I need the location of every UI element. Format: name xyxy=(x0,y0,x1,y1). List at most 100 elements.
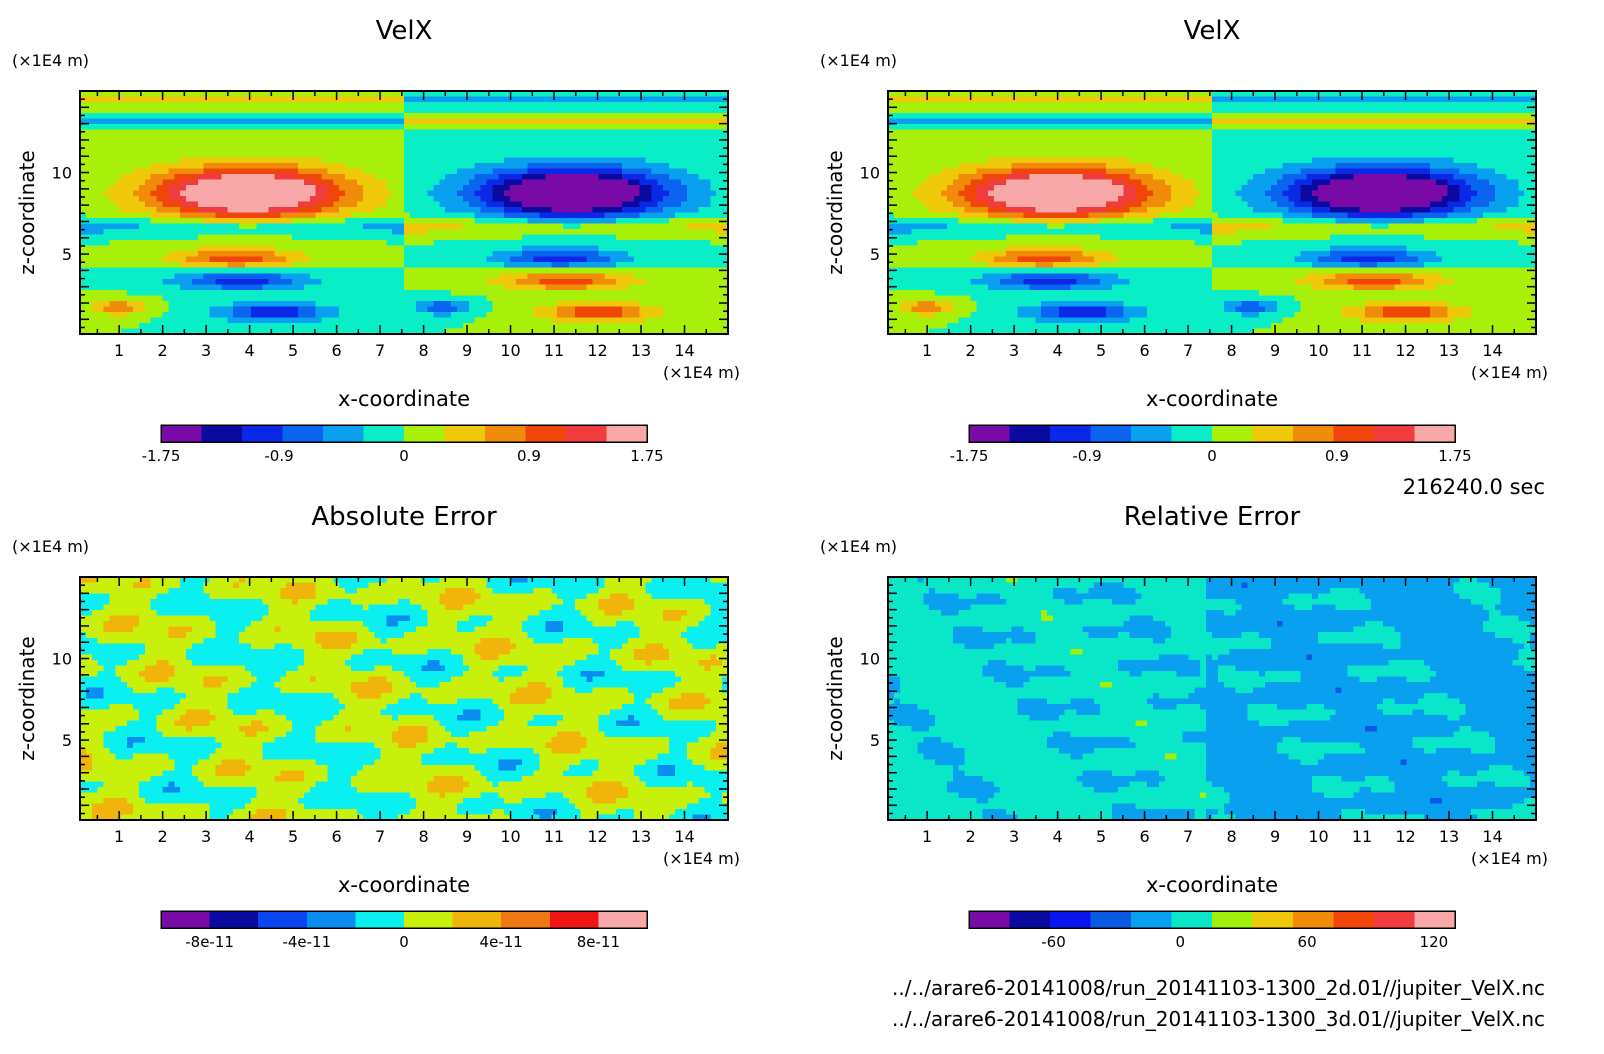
heatmap-cell xyxy=(492,273,498,279)
heatmap-cell xyxy=(186,290,192,296)
heatmap-cell xyxy=(581,185,587,191)
heatmap-cell xyxy=(215,190,221,196)
heatmap-cell xyxy=(469,152,475,158)
heatmap-cell xyxy=(693,179,699,185)
heatmap-cell xyxy=(92,262,98,268)
heatmap-cell xyxy=(716,157,722,163)
y-tick-label: 5 xyxy=(62,245,72,264)
heatmap-cell xyxy=(286,229,292,235)
heatmap-cell xyxy=(239,201,245,207)
heatmap-cell xyxy=(357,168,363,174)
heatmap-cell xyxy=(239,235,245,241)
heatmap-cell xyxy=(510,141,516,147)
heatmap-cell xyxy=(310,262,316,268)
heatmap-cell xyxy=(451,190,457,196)
heatmap-cell xyxy=(481,317,487,323)
heatmap-cell xyxy=(710,317,716,323)
heatmap-cell xyxy=(622,306,628,312)
heatmap-cell xyxy=(351,301,357,307)
heatmap-cell xyxy=(263,157,269,163)
heatmap-cell xyxy=(221,284,227,290)
heatmap-cell xyxy=(98,135,104,141)
heatmap-cell xyxy=(551,113,557,119)
heatmap-cell xyxy=(221,102,227,108)
heatmap-cell xyxy=(593,119,599,125)
heatmap-cell xyxy=(192,113,198,119)
heatmap-cell xyxy=(375,251,381,257)
heatmap-cell xyxy=(628,290,634,296)
heatmap-cell xyxy=(475,284,481,290)
heatmap-cell xyxy=(534,317,540,323)
heatmap-cell xyxy=(469,119,475,125)
heatmap-cell xyxy=(640,135,646,141)
heatmap-cell xyxy=(557,141,563,147)
heatmap-cell xyxy=(598,323,604,329)
heatmap-cell xyxy=(492,97,498,103)
heatmap-cell xyxy=(416,135,422,141)
heatmap-cell xyxy=(693,279,699,285)
heatmap-cell xyxy=(439,224,445,230)
heatmap-cell xyxy=(710,141,716,147)
heatmap-cell xyxy=(151,312,157,318)
heatmap-cell xyxy=(304,185,310,191)
heatmap-cell xyxy=(404,262,410,268)
heatmap-cell xyxy=(581,168,587,174)
heatmap-cell xyxy=(210,179,216,185)
heatmap-cell xyxy=(575,213,581,219)
heatmap-cell xyxy=(263,135,269,141)
heatmap-cell xyxy=(622,235,628,241)
heatmap-cell xyxy=(186,185,192,191)
heatmap-cell xyxy=(310,185,316,191)
heatmap-cell xyxy=(581,113,587,119)
heatmap-cell xyxy=(210,135,216,141)
heatmap-cell xyxy=(180,108,186,114)
heatmap-cell xyxy=(121,268,127,274)
heatmap-cell xyxy=(651,213,657,219)
heatmap-cell xyxy=(593,141,599,147)
heatmap-cell xyxy=(604,163,610,169)
heatmap-cell xyxy=(486,152,492,158)
heatmap-cell xyxy=(716,301,722,307)
heatmap-cell xyxy=(569,262,575,268)
heatmap-cell xyxy=(286,268,292,274)
heatmap-cell xyxy=(168,317,174,323)
heatmap-cell xyxy=(687,152,693,158)
heatmap-cell xyxy=(439,213,445,219)
heatmap-cell xyxy=(357,108,363,114)
heatmap-cell xyxy=(457,235,463,241)
heatmap-cell xyxy=(115,146,121,152)
heatmap-cell xyxy=(445,152,451,158)
heatmap-cell xyxy=(345,207,351,213)
heatmap-cell xyxy=(628,323,634,329)
heatmap-cell xyxy=(145,168,151,174)
heatmap-cell xyxy=(528,246,534,252)
heatmap-cell xyxy=(587,146,593,152)
heatmap-cell xyxy=(622,323,628,329)
heatmap-cell xyxy=(545,207,551,213)
heatmap-cell xyxy=(327,268,333,274)
heatmap-cell xyxy=(304,317,310,323)
heatmap-cell xyxy=(380,273,386,279)
heatmap-cell xyxy=(687,108,693,114)
heatmap-cell xyxy=(162,301,168,307)
heatmap-cell xyxy=(510,246,516,252)
heatmap-cell xyxy=(357,174,363,180)
heatmap-cell xyxy=(398,174,404,180)
heatmap-cell xyxy=(198,190,204,196)
heatmap-cell xyxy=(416,279,422,285)
heatmap-cell xyxy=(145,102,151,108)
heatmap-cell xyxy=(322,168,328,174)
heatmap-cell xyxy=(492,157,498,163)
heatmap-cell xyxy=(263,312,269,318)
heatmap-cell xyxy=(310,152,316,158)
heatmap-cell xyxy=(551,124,557,130)
heatmap-cell xyxy=(369,185,375,191)
heatmap-cell xyxy=(380,141,386,147)
heatmap-cell xyxy=(651,201,657,207)
heatmap-cell xyxy=(463,113,469,119)
heatmap-cell xyxy=(693,113,699,119)
heatmap-cell xyxy=(304,295,310,301)
heatmap-cell xyxy=(121,190,127,196)
heatmap-cell xyxy=(210,290,216,296)
colorbar-swatch xyxy=(364,425,405,442)
